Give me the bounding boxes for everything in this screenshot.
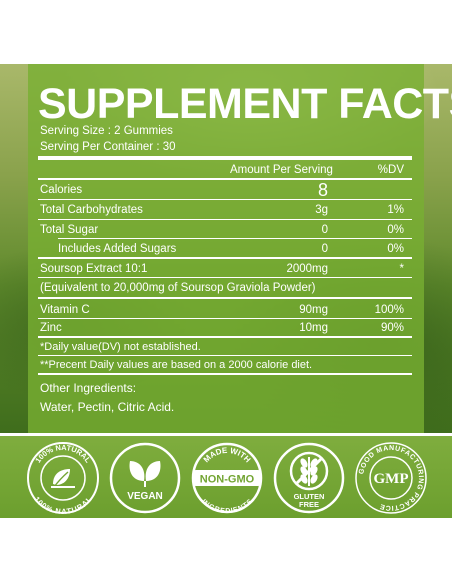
row-amount: 90mg (299, 304, 328, 316)
row-dv: 90% (380, 322, 404, 334)
gluten-free-badge-icon: GLUTEN FREE (273, 442, 345, 514)
facts-panel (28, 64, 424, 433)
row-name: Total Sugar (40, 224, 99, 236)
header-amount: Amount Per Serving (230, 164, 333, 176)
row-amount: 0 (321, 224, 328, 236)
other-ingredients-value: Water, Pectin, Citric Acid. (40, 400, 175, 414)
footnote: *Daily value(DV) not established. (40, 341, 201, 353)
footnote: **Precent Daily values are based on a 20… (40, 359, 313, 371)
row-divider (38, 297, 412, 299)
thick-rule (38, 156, 412, 160)
row-divider (38, 277, 412, 278)
serving-size: Serving Size : 2 Gummies (40, 125, 173, 137)
row-divider (58, 238, 412, 239)
non-gmo-main-text: NON-GMO (200, 474, 255, 486)
supplement-facts-title: SUPPLEMENT FACTS (38, 80, 452, 128)
row-name: Zinc (40, 322, 62, 334)
row-dv: 1% (387, 204, 404, 216)
bottom-rule (38, 373, 412, 375)
free-text: FREE (299, 500, 319, 509)
row-name: Includes Added Sugars (58, 243, 177, 255)
row-amount: 2000mg (286, 263, 328, 275)
row-divider (38, 257, 412, 259)
row-name: Vitamin C (40, 304, 90, 316)
row-note: (Equivalent to 20,000mg of Soursop Gravi… (40, 282, 316, 294)
natural-top-text: 100% NATURAL (33, 443, 92, 465)
other-ingredients-label: Other Ingredients: (40, 381, 137, 395)
non-gmo-badge-icon: MADE WITH NON-GMO INGREDIENTS (191, 442, 263, 515)
row-dv: 100% (374, 304, 404, 316)
header-rule (38, 178, 412, 180)
row-divider (38, 336, 412, 338)
vegan-text: VEGAN (127, 491, 163, 502)
row-name: Total Carbohydrates (40, 204, 143, 216)
row-divider (38, 219, 412, 220)
row-amount: 8 (317, 180, 328, 200)
row-amount: 0 (321, 243, 328, 255)
row-name: Soursop Extract 10:1 (40, 263, 148, 275)
svg-text:100% NATURAL: 100% NATURAL (33, 443, 92, 465)
header-dv: %DV (377, 164, 404, 176)
row-dv: 0% (387, 243, 404, 255)
row-name: Calories (40, 184, 83, 196)
row-divider (38, 355, 412, 356)
row-dv: * (399, 263, 404, 275)
row-divider (38, 318, 412, 319)
row-dv: 0% (387, 224, 404, 236)
natural-badge-icon: 100% NATURAL 100% NATURAL (27, 442, 99, 515)
gmp-badge-icon: GOOD MANUFACTURING PRACTICE GMP (355, 442, 427, 514)
gluten-text: GLUTEN (294, 492, 325, 501)
servings-per-container: Serving Per Container : 30 (40, 141, 176, 153)
vegan-badge-icon: VEGAN (109, 442, 181, 514)
gmp-center-text: GMP (374, 471, 409, 487)
row-amount: 10mg (299, 322, 328, 334)
row-divider (38, 199, 412, 200)
row-amount: 3g (315, 204, 328, 216)
